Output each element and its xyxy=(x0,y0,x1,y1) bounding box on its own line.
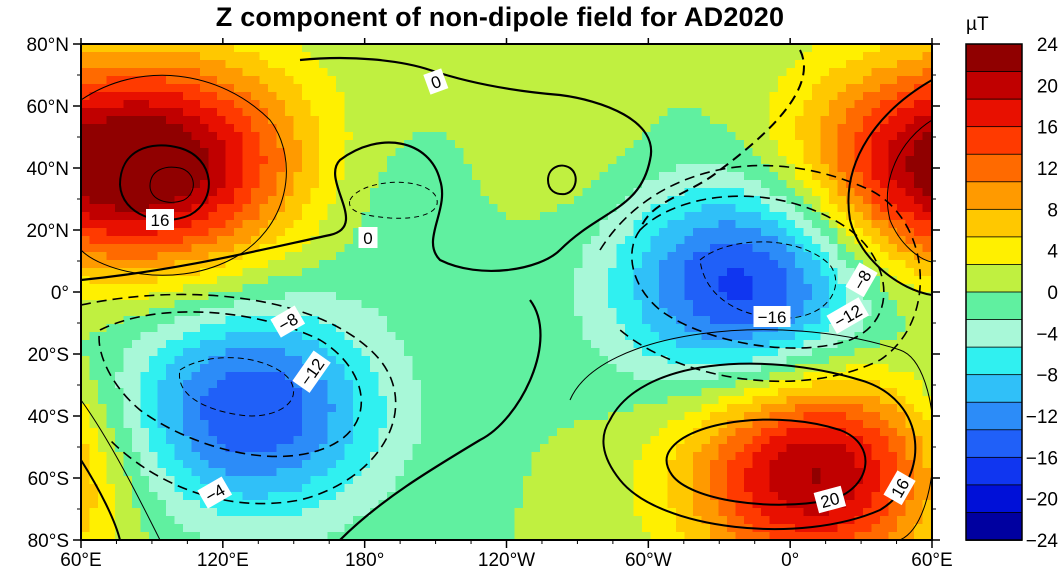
colorbar-label: −20 xyxy=(1026,490,1058,511)
x-tick-label: 120°E xyxy=(197,550,249,571)
contour-label: 16 xyxy=(146,209,174,230)
colorbar: 24 20 16 12 8 4 0 −4 −8 −12 −16 −20 −24 xyxy=(965,35,1059,552)
y-tick-label: 80°S xyxy=(28,531,69,552)
contour-positive-south-atlantic-outer xyxy=(569,329,932,540)
colorbar-swatch xyxy=(965,153,1023,183)
colorbar-label: 0 xyxy=(1047,283,1058,304)
contour-positive-asia-inner2 xyxy=(149,166,194,203)
colorbar-label: −12 xyxy=(1026,407,1058,428)
colorbar-label: −4 xyxy=(1036,324,1058,345)
contour-positive-asia xyxy=(81,74,287,276)
colorbar-label: 20 xyxy=(1037,76,1058,97)
colorbar-label: 24 xyxy=(1037,35,1059,56)
colorbar-swatch xyxy=(965,181,1023,211)
colorbar-swatch xyxy=(965,236,1023,266)
colorbar-label: −8 xyxy=(1036,366,1058,387)
contour-negative-australia-inner xyxy=(179,357,294,417)
colorbar-swatch xyxy=(965,98,1023,128)
y-tick-label: 80°N xyxy=(27,35,69,56)
y-tick-label: 20°N xyxy=(27,221,69,242)
x-tick-label: 60°E xyxy=(60,550,101,571)
colorbar-label: 12 xyxy=(1037,159,1058,180)
colorbar-swatch xyxy=(965,208,1023,238)
contour-positive-east xyxy=(847,79,932,296)
colorbar-swatch xyxy=(965,401,1023,431)
contour-negative-australia xyxy=(98,311,363,458)
contour-zero-pacific xyxy=(81,56,653,282)
y-tick-label: 0° xyxy=(51,283,69,304)
contour-negative-atlantic-inner xyxy=(699,241,837,319)
colorbar-swatch xyxy=(965,512,1023,541)
chart-title: Z component of non-dipole field for AD20… xyxy=(215,2,785,32)
y-tick-label: 20°S xyxy=(28,345,69,366)
x-tick-label: 60°E xyxy=(911,550,952,571)
contour-zero-pacific2 xyxy=(339,299,542,540)
colorbar-swatch xyxy=(965,264,1023,293)
contour-positive-sw2 xyxy=(81,459,121,540)
x-tick-label: 60°W xyxy=(625,550,672,571)
colorbar-swatch xyxy=(965,43,1023,73)
colorbar-swatch xyxy=(965,429,1023,459)
y-tick-label: 40°S xyxy=(28,407,69,428)
contour-positive-sw xyxy=(81,399,161,540)
contour-positive-east-inner xyxy=(886,119,932,263)
colorbar-label: −16 xyxy=(1026,448,1058,469)
contour-negative-atlantic xyxy=(631,195,885,349)
y-tick-label: 40°N xyxy=(27,159,69,180)
contour-label: 0 xyxy=(423,68,449,95)
colorbar-swatch xyxy=(965,319,1023,349)
y-tick-label: 60°N xyxy=(27,97,69,118)
axes: 60°E 120°E 180° 120°W 60°W 0° 60°E 80°N 60°N 40°N… xyxy=(27,35,953,571)
colorbar-swatch xyxy=(965,374,1023,404)
contour-negative-pacific-small xyxy=(349,181,438,219)
contour-label: −16 xyxy=(753,306,791,327)
colorbar-swatch xyxy=(965,456,1023,486)
x-tick-label: 120°W xyxy=(478,550,535,571)
colorbar-label: 8 xyxy=(1047,200,1058,221)
contour-label: 0 xyxy=(358,227,378,248)
colorbar-label: 4 xyxy=(1047,242,1058,263)
colorbar-label: 16 xyxy=(1037,118,1058,139)
y-tick-label: 60°S xyxy=(28,469,69,490)
colorbar-swatch xyxy=(965,126,1023,156)
contour-positive-asia-inner xyxy=(119,144,210,222)
x-tick-label: 0° xyxy=(781,550,799,571)
field-heatmap xyxy=(81,44,932,540)
colorbar-swatch xyxy=(965,346,1023,376)
colorbar-label: −24 xyxy=(1026,531,1059,552)
colorbar-swatch xyxy=(965,291,1023,321)
colorbar-swatch xyxy=(965,71,1023,101)
contour-greenland xyxy=(639,49,805,231)
colorbar-swatch xyxy=(965,484,1023,514)
colorbar-unit: µT xyxy=(966,14,989,35)
contour-negative-atlantic-outer xyxy=(599,164,922,383)
contour-label: 20 xyxy=(813,485,847,514)
contour-small-canada xyxy=(547,164,577,196)
x-tick-label: 180° xyxy=(345,550,384,571)
